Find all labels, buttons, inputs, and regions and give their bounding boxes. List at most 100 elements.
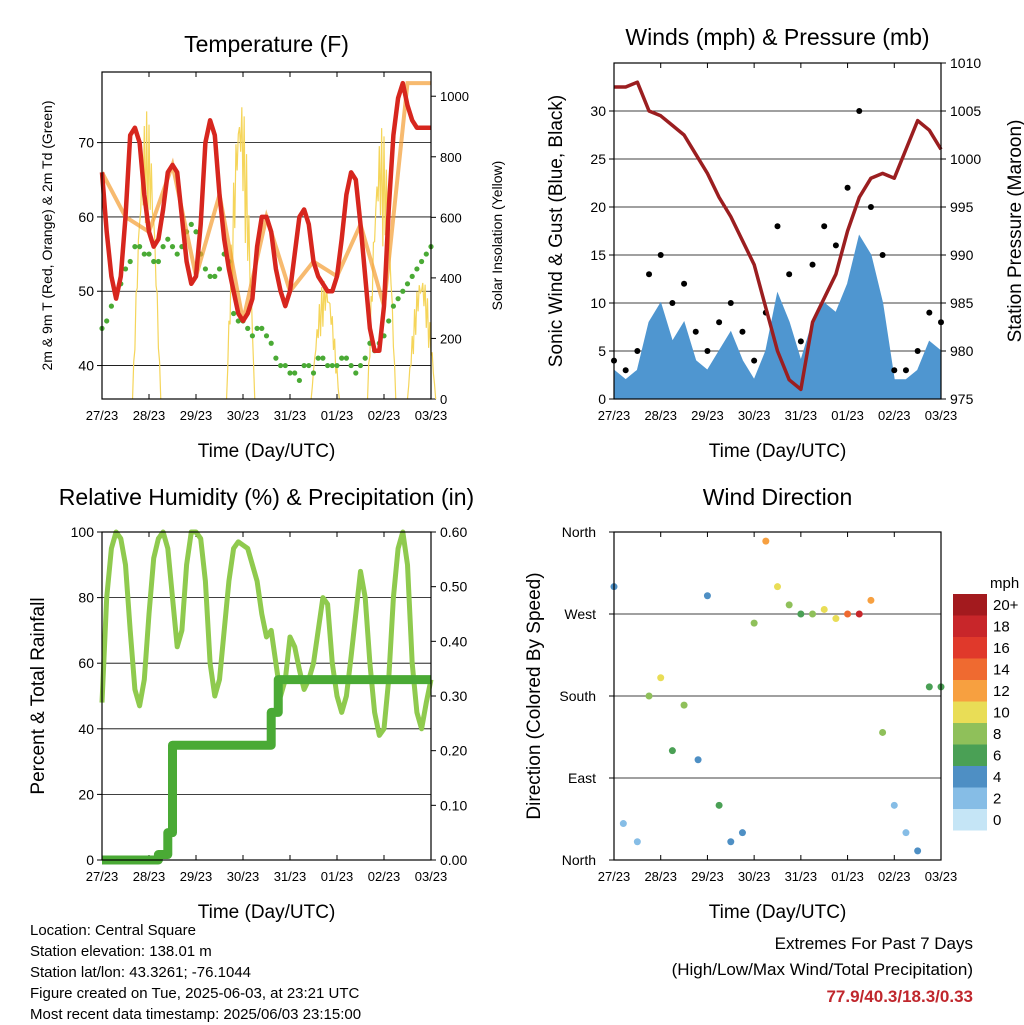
gust-point [786,271,793,278]
x-tick-label: 27/23 [598,408,631,423]
legend-label: 8 [993,726,1001,743]
solar-insolation-line [366,128,397,400]
x-axis-label: Time (Day/UTC) [198,441,336,462]
y-axis-label: Sonic Wind & Gust (Blue, Black) [546,95,567,367]
x-tick-label: 03/23 [415,408,448,423]
y-tick-label: 100 [71,524,95,540]
dewpoint-point [249,333,255,339]
x-tick-label: 01/23 [321,408,354,423]
gust-point [832,242,839,249]
y2-tick-label: 0.40 [440,633,467,649]
solar-insolation-line [131,111,162,400]
dewpoint-point [339,355,345,361]
gust-point [727,300,734,306]
dewpoint-point [348,362,354,369]
dewpoint-point [169,244,176,250]
y2-tick-label: 985 [950,295,974,311]
legend-label: 20+ [993,597,1019,614]
y2-tick-label: 800 [440,150,462,165]
legend-swatch [953,723,987,745]
chart-title: Wind Direction [703,484,853,510]
y-tick-label: 15 [590,247,606,263]
y2-tick-label: 1000 [950,151,981,167]
dewpoint-point [278,362,284,369]
wind-direction-point [703,592,711,600]
gust-point [692,328,699,335]
dewpoint-point [306,362,312,369]
x-tick-label: 28/23 [133,869,166,884]
y2-tick-label: 600 [440,210,462,225]
gust-point [646,271,653,278]
y2-tick-label: 1010 [950,55,981,71]
y-axis-label: 2m & 9m T (Red, Orange) & 2m Td (Green) [39,101,55,371]
dewpoint-point [141,251,147,257]
dewpoint-point [193,229,199,235]
gust-point [856,108,863,114]
y2-tick-label: 975 [950,391,974,407]
wind-direction-point [750,619,758,627]
legend-swatch [953,637,987,659]
legend-label: 14 [993,662,1010,679]
dewpoint-point [151,258,157,265]
dewpoint-point [386,318,392,324]
plot-frame [613,531,942,861]
x-tick-label: 29/23 [180,408,213,423]
x-tick-label: 27/23 [86,408,119,423]
y2-tick-label: 200 [440,331,462,346]
wind-direction-point [902,829,910,837]
wind-direction-point [914,847,922,855]
dewpoint-point [165,236,171,242]
dewpoint-point [259,325,265,331]
x-tick-label: 27/23 [86,869,119,884]
dewpoint-point [231,310,237,317]
wind-direction-point [668,747,676,755]
dewpoint-point [160,244,166,250]
y2-tick-label: 1000 [440,89,469,104]
dewpoint-point [245,325,251,331]
y2-tick-label: 0.60 [440,524,467,540]
wind-direction-panel: Wind Direction 27/23 28/23 29/23 30/23 31/23 0… [524,484,1019,923]
x-tick-label: 02/23 [878,408,911,423]
x-tick-label: 30/23 [738,408,771,423]
legend-swatch [953,680,987,702]
chart-title: Winds (mph) & Pressure (mb) [625,24,929,50]
dewpoint-point [301,362,307,369]
legend-swatch [953,594,987,616]
dewpoint-point [320,355,326,361]
gust-point [739,328,746,335]
x-axis-label: Time (Day/UTC) [198,902,336,923]
x-tick-label: 28/23 [644,869,677,884]
y2-tick-label: 0.30 [440,688,467,704]
dewpoint-point [423,251,429,257]
x-axis-label: Time (Day/UTC) [709,902,847,923]
dewpoint-point [122,266,129,272]
legend-label: 16 [993,640,1010,657]
y-tick-label: 0 [598,391,606,407]
y-tick-label: 25 [590,151,606,167]
humidity-precip-panel: Relative Humidity (%) & Precipitation (i… [28,484,474,923]
y2-axis-label: Station Pressure (Maroon) [1005,120,1024,343]
gust-point [774,223,781,230]
legend-label: 10 [993,705,1010,722]
extremes-subheading: (High/Low/Max Wind/Total Precipitation) [671,960,973,979]
elevation-text: Station elevation: 138.01 m [30,943,212,960]
x-tick-label: 31/23 [274,869,307,884]
wind-direction-point [694,756,702,764]
x-tick-label: 03/23 [415,869,448,884]
y-tick-label: 20 [590,199,606,215]
y2-tick-label: 990 [950,247,974,263]
y-tick-label: 40 [78,358,94,374]
dewpoint-point [146,251,152,257]
dewpoint-point [353,370,359,376]
chart-title: Temperature (F) [184,31,349,57]
x-tick-label: 29/23 [180,869,213,884]
dewpoint-point [273,355,279,361]
legend-swatch [953,701,987,723]
gust-point [844,184,851,191]
dewpoint-point [268,340,274,346]
wind-direction-point [727,838,735,846]
x-tick-label: 01/23 [321,869,354,884]
legend-label: 12 [993,683,1010,700]
dewpoint-point [419,258,425,265]
